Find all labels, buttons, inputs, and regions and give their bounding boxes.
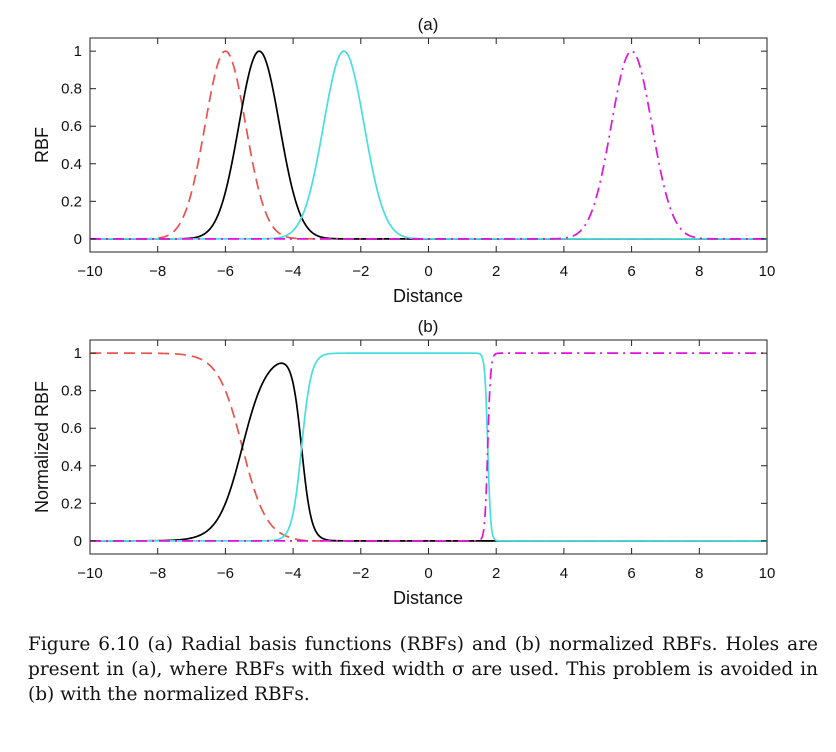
chart-a-y-ticks: 0 0.2 0.4 0.6 0.8 1 — [61, 43, 767, 248]
figure-caption: Figure 6.10 (a) Radial basis functions (… — [28, 634, 818, 705]
chart-panel-a: (a) −10 −8 −6 −4 −2 0 2 4 6 8 10 0 0.2 0.4 0.6 0.8 1 Di… — [32, 15, 775, 306]
chart-b-x-tick-label: 0 — [424, 565, 432, 582]
chart-b-plot-area — [89, 339, 768, 555]
chart-a-y-tick-label: 0.6 — [61, 118, 82, 135]
chart-a-x-tick-label: −2 — [352, 263, 369, 280]
chart-b-series-line-3 — [90, 352, 767, 542]
chart-a-x-tick-label: −8 — [149, 263, 166, 280]
chart-a-curves — [90, 50, 767, 240]
chart-a-title: (a) — [418, 15, 439, 34]
chart-b-x-tick-label: 8 — [695, 565, 703, 582]
chart-a-y-tick-label: 0 — [74, 231, 82, 248]
chart-a-x-tick-label: −10 — [77, 263, 102, 280]
chart-b-x-tick-label: 6 — [627, 565, 635, 582]
chart-b-y-tick-label: 0 — [74, 533, 82, 550]
chart-a-y-tick-label: 0.8 — [61, 81, 82, 98]
chart-b-y-tick-label: 1 — [74, 345, 82, 362]
chart-b-title: (b) — [418, 317, 439, 336]
chart-a-x-tick-label: 6 — [627, 263, 635, 280]
chart-a-x-tick-label: 8 — [695, 263, 703, 280]
chart-a-y-axis-label: RBF — [32, 127, 52, 163]
chart-a-x-tick-label: 4 — [560, 263, 568, 280]
chart-a-x-tick-label: 0 — [424, 263, 432, 280]
chart-b-x-ticks: −10 −8 −6 −4 −2 0 2 4 6 8 10 — [77, 340, 775, 582]
chart-a-series-line-4 — [90, 50, 767, 240]
chart-b-series-line-4 — [90, 352, 767, 542]
chart-a-x-axis-label: Distance — [393, 286, 463, 306]
chart-b-y-tick-label: 0.4 — [61, 458, 82, 475]
chart-a-y-tick-label: 0.4 — [61, 156, 82, 173]
chart-b-y-tick-label: 0.2 — [61, 495, 82, 512]
chart-a-x-tick-label: 2 — [492, 263, 500, 280]
chart-a-x-tick-label: −4 — [285, 263, 302, 280]
chart-b-x-axis-label: Distance — [393, 588, 463, 608]
chart-panel-b: (b) −10 −8 −6 −4 −2 0 2 4 6 8 10 0 0.2 0.4 0.6 0.8 1 Di… — [32, 317, 775, 608]
figure: (a) −10 −8 −6 −4 −2 0 2 4 6 8 10 00.20.40.60.81 Di… — [32, 15, 775, 608]
chart-b-x-tick-label: −6 — [217, 565, 234, 582]
chart-b-x-tick-label: −10 — [77, 565, 102, 582]
chart-a-x-tick-label: −6 — [217, 263, 234, 280]
chart-a-x-tick-label: 10 — [759, 263, 776, 280]
chart-b-y-tick-label: 0.8 — [61, 383, 82, 400]
chart-a-plot-area — [89, 37, 768, 253]
chart-b-y-tick-label: 0.6 — [61, 420, 82, 437]
chart-a-y-tick-label: 0.2 — [61, 193, 82, 210]
chart-b-x-tick-label: −8 — [149, 565, 166, 582]
chart-a-y-tick-label: 1 — [74, 43, 82, 60]
chart-b-y-axis-label: Normalized RBF — [32, 381, 52, 513]
chart-a-x-ticks: −10 −8 −6 −4 −2 0 2 4 6 8 10 — [77, 38, 775, 280]
chart-b-x-tick-label: −2 — [352, 565, 369, 582]
chart-b-curves — [90, 352, 767, 542]
chart-b-y-ticks: 0 0.2 0.4 0.6 0.8 1 — [61, 345, 767, 550]
chart-b-x-tick-label: −4 — [285, 565, 302, 582]
chart-b-x-tick-label: 2 — [492, 565, 500, 582]
chart-b-x-tick-label: 10 — [759, 565, 776, 582]
chart-b-x-tick-label: 4 — [560, 565, 568, 582]
